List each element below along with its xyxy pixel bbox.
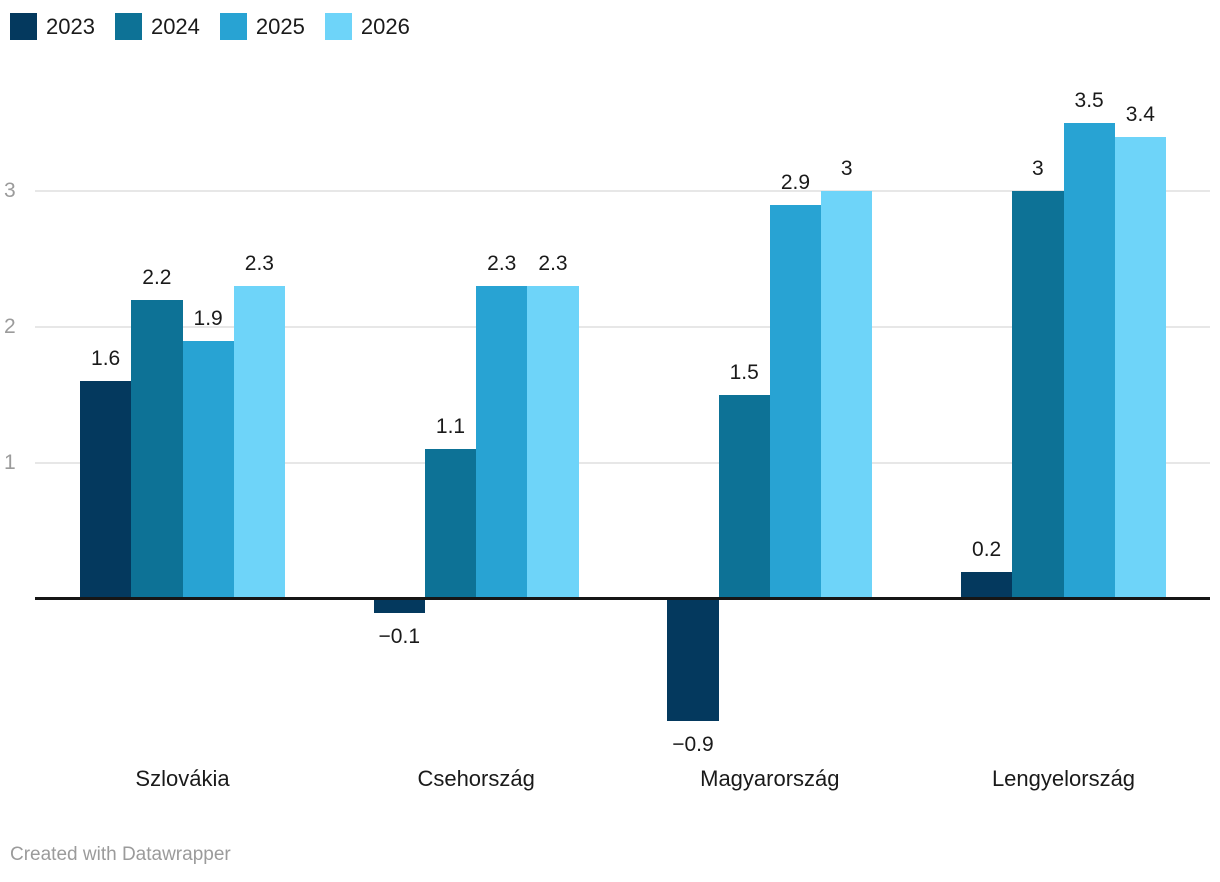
legend-item-2024: 2024 — [114, 13, 200, 40]
category-label-Magyarország: Magyarország — [700, 766, 840, 791]
y-gridline — [35, 326, 1210, 328]
bar-value-label: 2.2 — [142, 265, 172, 289]
legend-label: 2026 — [360, 14, 410, 39]
y-gridline — [35, 462, 1210, 464]
bar-Lengyelország-2024 — [1012, 191, 1064, 599]
bar-value-label: 2.9 — [780, 170, 811, 194]
bar-Szlovákia-2024 — [131, 299, 183, 599]
bar-value-label: −0.9 — [672, 733, 714, 757]
legend-label: 2023 — [46, 14, 95, 39]
legend-swatch-icon — [324, 13, 352, 40]
bar-value-label: 3.4 — [1125, 102, 1155, 126]
bar-Csehország-2023 — [373, 599, 425, 613]
legend-item-2026: 2026 — [324, 13, 410, 40]
legend-swatch-icon — [10, 13, 37, 40]
bar-value-label: 1.9 — [193, 306, 223, 330]
category-label-Lengyelország: Lengyelország — [991, 766, 1136, 791]
legend-label: 2024 — [150, 14, 200, 39]
bar-value-label: 1.6 — [91, 347, 121, 371]
bar-Csehország-2025 — [476, 286, 528, 599]
legend-item-2025: 2025 — [219, 13, 305, 40]
y-axis-tick-label: 2 — [4, 315, 16, 338]
bar-Csehország-2024 — [424, 449, 477, 599]
bar-value-label: 1.5 — [729, 361, 759, 384]
category-label-Szlovákia: Szlovákia — [135, 766, 230, 791]
legend-item-2023: 2023 — [10, 13, 95, 40]
bar-value-label: 3.5 — [1074, 89, 1104, 112]
legend: 2023 2024 2025 2026 — [10, 13, 410, 40]
x-axis-line — [35, 597, 1210, 600]
y-axis-tick-label: 3 — [4, 179, 16, 202]
bar-value-label: 2.3 — [487, 252, 517, 276]
bar-value-label: −0.1 — [378, 624, 421, 648]
bar-value-label: 1.1 — [435, 415, 466, 439]
bar-Magyarország-2026 — [821, 191, 873, 599]
bar-Lengyelország-2023 — [961, 571, 1013, 599]
bar-value-label: 3 — [840, 157, 853, 180]
bar-value-label: 2.3 — [538, 252, 568, 276]
bar-Szlovákia-2025 — [182, 340, 234, 599]
bar-value-label: 3 — [1032, 157, 1044, 180]
bar-value-label: 0.2 — [972, 537, 1002, 561]
datawrapper-attribution[interactable]: Created with Datawrapper — [10, 844, 231, 865]
y-axis-tick-label: 1 — [4, 451, 16, 474]
bar-Csehország-2026 — [527, 286, 579, 599]
legend-label: 2025 — [255, 14, 305, 39]
y-gridline — [35, 190, 1210, 192]
bar-Magyarország-2024 — [718, 395, 770, 599]
bar-Lengyelország-2026 — [1114, 136, 1166, 599]
legend-swatch-icon — [114, 13, 142, 40]
legend-swatch-icon — [219, 13, 247, 40]
category-label-Csehország: Csehország — [417, 766, 535, 791]
bar-value-label: 2.3 — [244, 252, 274, 276]
bar-Szlovákia-2026 — [233, 286, 285, 599]
bar-Magyarország-2025 — [769, 204, 822, 599]
bar-Lengyelország-2025 — [1063, 123, 1115, 599]
bar-Szlovákia-2023 — [80, 381, 132, 599]
bar-Magyarország-2023 — [667, 599, 719, 722]
